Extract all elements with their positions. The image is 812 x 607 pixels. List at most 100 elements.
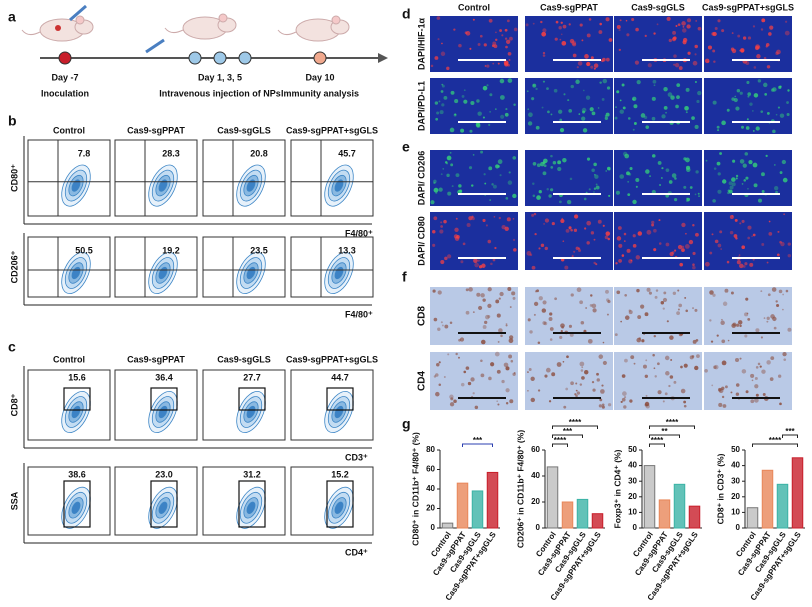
micrograph [704,352,792,410]
stain [635,27,639,32]
stain [595,185,600,190]
stain [509,399,514,404]
y-tick-label: 10 [628,508,637,517]
stain [606,86,611,90]
stain [568,226,572,230]
stain [714,364,719,370]
stain [593,261,596,265]
stain [591,303,597,309]
stain [777,374,782,378]
bar [688,505,701,529]
bar [576,498,589,529]
y-axis-label: CD80⁺ in CD11b⁺ F4/80⁺ (%) [410,432,420,546]
stain [472,154,475,156]
stain [675,25,678,28]
stain [633,362,636,365]
micrograph [430,16,518,72]
stain [555,20,559,24]
stain [682,28,687,33]
stain [585,95,591,100]
x-axis-label: F4/80⁺ [345,228,373,238]
stain [749,102,753,106]
stain [594,174,599,179]
stain [487,287,492,292]
stain [729,230,734,235]
stain [492,184,497,189]
stain [527,318,531,322]
stain [764,93,768,96]
y-axis-label: Foxp3⁺ in CD4⁺ (%) [612,449,622,528]
stain [546,87,549,90]
stain [604,235,609,240]
stain [487,303,492,308]
stain [682,25,685,28]
stain [483,173,486,176]
column-header: Cas9-sgPPAT [540,2,598,12]
stain [755,126,760,131]
y-axis-label: CD80⁺ [9,164,19,192]
stain [769,377,774,381]
stain [747,187,749,190]
stain [707,45,713,50]
stain [704,368,708,373]
quadrant-value: 7.8 [78,148,91,158]
stain [602,78,608,84]
stain [454,227,459,232]
stain [513,248,517,252]
stain [673,380,677,384]
stain [433,216,438,221]
stain [734,95,737,98]
stain [644,312,649,317]
stain [570,228,573,232]
stain [663,86,668,92]
stain [552,161,557,165]
stain [432,289,436,293]
stain [645,359,648,362]
stain [505,45,508,49]
stain [559,335,563,339]
stain [480,293,485,298]
stain [551,372,556,377]
stain [704,261,710,267]
stain [498,297,501,300]
stain [541,31,547,37]
stain [554,37,558,41]
stain [680,365,683,369]
stain [499,174,502,177]
y-tick-label: 0 [736,523,741,532]
stain [510,359,514,363]
stain [477,259,480,262]
stain [494,108,497,111]
stain [735,106,740,111]
stain [766,65,771,69]
stain [467,381,472,386]
bar [561,501,574,529]
stain [661,167,664,170]
stain [721,360,727,366]
stain [686,24,691,29]
gate [326,387,354,411]
stain [731,182,736,187]
stain [449,151,452,154]
stain [617,226,622,230]
stain [566,355,569,359]
stain [677,308,680,311]
stain [497,159,503,165]
stain [757,362,761,366]
stain [721,395,725,399]
stain [505,366,510,371]
stain [704,58,710,64]
stain [714,239,719,244]
stain [769,25,774,30]
stain [766,112,770,115]
stain [576,287,582,293]
stain [548,317,553,321]
stain [533,212,537,216]
stain [493,216,496,218]
stain [466,222,471,228]
stain [528,112,533,118]
stain [503,362,509,368]
stain [684,105,689,111]
stain [579,300,584,305]
stain [605,231,611,236]
